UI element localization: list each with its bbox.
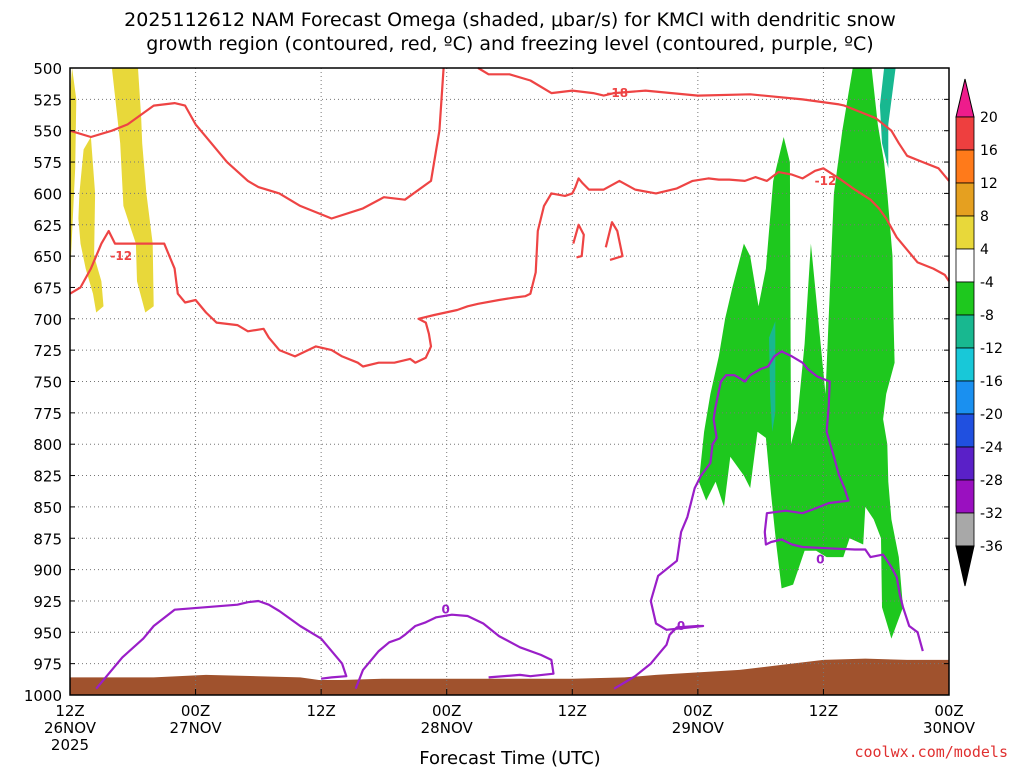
colorbar-label-1: 16: [980, 143, 998, 159]
colorbar-swatch-6: [955, 314, 975, 349]
y-tick-label-850: 850: [33, 499, 62, 517]
region-upward-teal-lower: [769, 321, 776, 432]
x-tick-label-0-1: 12Z: [55, 702, 84, 720]
colorbar-label-2: 12: [980, 176, 998, 192]
y-tick-label-550: 550: [33, 123, 62, 141]
contour-line-3: [572, 223, 585, 259]
colorbar-label-8: -16: [980, 374, 1003, 390]
y-axis-ticks: 500 525 550 575 600 625 650 675 700 725 750 775 800 8…: [24, 60, 949, 705]
contour-label-2: -12: [110, 249, 132, 263]
y-tick-label-900: 900: [33, 562, 62, 580]
region-upward-teal-upper: [879, 68, 896, 169]
x-axis-title: Forecast Time (UTC): [419, 748, 600, 768]
y-tick-label-925: 925: [33, 593, 62, 611]
colorbar: 20 16 12 8 4 -4 -8 -12 -16 -20 -24 -28 -32 -36: [955, 78, 1003, 587]
y-tick-label-500: 500: [33, 60, 62, 78]
contour-label-7: 0: [816, 553, 824, 567]
x-tick-label-36-1: 00Z: [432, 702, 461, 720]
colorbar-swatch-5: [955, 281, 975, 316]
y-tick-label-575: 575: [33, 154, 62, 172]
colorbar-label-10: -24: [980, 440, 1003, 456]
colorbar-label-4: 4: [980, 242, 989, 258]
colorbar-swatch-2: [955, 182, 975, 217]
y-tick-label-700: 700: [33, 311, 62, 329]
x-tick-label-12-1: 00Z: [181, 702, 210, 720]
x-tick-label-60-1: 00Z: [683, 702, 712, 720]
colorbar-top-cap: [955, 78, 975, 118]
x-tick-label-0-2: 26NOV: [44, 719, 97, 737]
y-tick-label-1000: 1000: [24, 687, 62, 705]
region-downward-yellow-3: [111, 68, 154, 313]
colorbar-swatch-4: [955, 248, 975, 283]
x-tick-label-84-1: 00Z: [934, 702, 963, 720]
colorbar-label-7: -12: [980, 341, 1003, 357]
contour-line-0: [477, 67, 950, 182]
y-tick-label-775: 775: [33, 405, 62, 423]
x-tick-label-72-1: 12Z: [809, 702, 838, 720]
colorbar-label-0: 20: [980, 110, 998, 126]
y-tick-label-950: 950: [33, 624, 62, 642]
y-tick-label-825: 825: [33, 468, 62, 486]
region-upward-green: [698, 68, 903, 639]
y-tick-label-975: 975: [33, 656, 62, 674]
x-tick-label-12-2: 27NOV: [170, 719, 223, 737]
y-tick-label-800: 800: [33, 436, 62, 454]
x-tick-label-84-2: 30NOV: [923, 719, 976, 737]
colorbar-swatch-8: [955, 380, 975, 415]
contour-label-1: -12: [815, 174, 837, 188]
region-terrain: [70, 658, 949, 695]
contour-label-5: 0: [441, 603, 449, 617]
y-tick-label-525: 525: [33, 91, 62, 109]
x-tick-label-36-2: 28NOV: [421, 719, 474, 737]
y-tick-label-725: 725: [33, 342, 62, 360]
colorbar-label-11: -28: [980, 473, 1003, 489]
contour-line-6: [354, 613, 555, 690]
contour-line-2: [69, 167, 950, 368]
colorbar-swatch-9: [955, 413, 975, 448]
y-tick-label-650: 650: [33, 248, 62, 266]
chart-title-line1: 2025112612 NAM Forecast Omega (shaded, μ…: [124, 9, 896, 31]
colorbar-label-3: 8: [980, 209, 989, 225]
colorbar-label-5: -4: [980, 275, 994, 291]
contour-label-0: -18: [606, 86, 628, 100]
colorbar-swatch-12: [955, 512, 975, 547]
colorbar-label-6: -8: [980, 308, 994, 324]
shaded-regions: [70, 68, 949, 695]
colorbar-swatch-0: [955, 116, 975, 151]
credit-text: coolwx.com/models: [854, 743, 1008, 761]
colorbar-label-9: -20: [980, 407, 1003, 423]
chart-title: 2025112612 NAM Forecast Omega (shaded, μ…: [124, 9, 896, 55]
chart-title-line2: growth region (contoured, red, ºC) and f…: [146, 33, 873, 55]
colorbar-swatch-3: [955, 215, 975, 250]
colorbar-label-12: -32: [980, 506, 1003, 522]
colorbar-swatch-1: [955, 149, 975, 184]
x-tick-label-60-2: 29NOV: [672, 719, 725, 737]
x-tick-label-0-3: 2025: [51, 736, 89, 754]
y-tick-label-875: 875: [33, 530, 62, 548]
contour-line-4: [604, 221, 624, 261]
colorbar-swatch-10: [955, 446, 975, 481]
colorbar-swatch-11: [955, 479, 975, 514]
region-downward-yellow-1: [70, 68, 77, 300]
x-tick-label-48-1: 12Z: [558, 702, 587, 720]
y-tick-label-625: 625: [33, 217, 62, 235]
contour-line-1: [69, 67, 445, 220]
contour-line-7: [613, 350, 924, 690]
colorbar-swatch-7: [955, 347, 975, 382]
contour-line-5: [95, 599, 348, 690]
y-tick-label-750: 750: [33, 374, 62, 392]
x-tick-label-24-1: 12Z: [306, 702, 335, 720]
colorbar-label-13: -36: [980, 539, 1003, 555]
y-tick-label-675: 675: [33, 279, 62, 297]
colorbar-bottom-cap: [955, 545, 975, 587]
y-tick-label-600: 600: [33, 185, 62, 203]
